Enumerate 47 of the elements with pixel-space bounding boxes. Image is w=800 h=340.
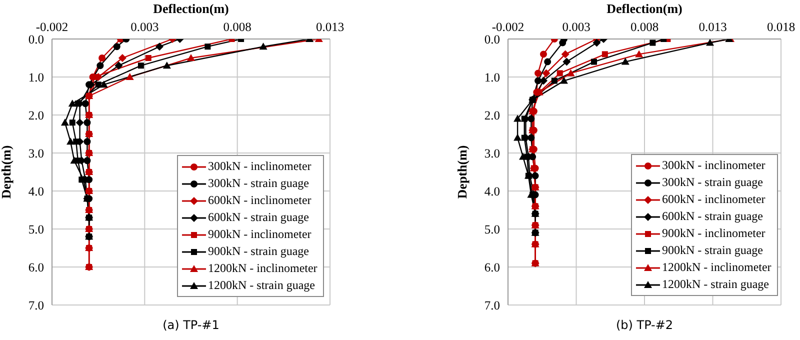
- x-tick-label: -0.002: [492, 20, 524, 34]
- y-tick-label: 7.0: [28, 298, 44, 312]
- y-axis-title: Depth(m): [0, 145, 14, 199]
- y-tick-label: 7.0: [484, 298, 500, 312]
- x-tick-label: 0.008: [630, 20, 659, 34]
- y-tick-label: 4.0: [28, 184, 44, 198]
- x-tick-label: 0.003: [562, 20, 590, 34]
- legend-label: 600kN - strain guage: [662, 208, 763, 225]
- legend-label: 900kN - inclinometer: [662, 225, 766, 242]
- y-tick-label: 6.0: [484, 260, 500, 274]
- y-tick-label: 5.0: [28, 222, 44, 236]
- y-tick-label: 2.0: [28, 108, 44, 122]
- legend-label: 300kN - strain guage: [208, 175, 309, 192]
- legend-label: 1200kN - strain guage: [208, 277, 315, 294]
- legend-label: 900kN - strain guage: [662, 242, 763, 259]
- legend-label: 600kN - strain guage: [208, 209, 309, 226]
- legend-label: 1200kN - inclinometer: [208, 260, 318, 277]
- legend-label: 1200kN - strain guage: [662, 276, 769, 293]
- text: (b) TP-#2: [614, 318, 674, 332]
- x-axis-title: Deflection(m): [606, 1, 682, 16]
- legend-label: 900kN - inclinometer: [208, 226, 312, 243]
- x-tick-label: -0.002: [36, 20, 68, 34]
- y-tick-label: 3.0: [484, 146, 500, 160]
- y-axis-title: Depth(m): [454, 145, 470, 199]
- y-tick-label: 0.0: [484, 32, 500, 46]
- x-tick-label: 0.013: [698, 20, 727, 34]
- y-tick-label: 5.0: [484, 222, 500, 236]
- x-tick-label: 0.018: [766, 20, 796, 34]
- y-tick-label: 1.0: [28, 70, 44, 84]
- legend-label: 900kN - strain guage: [208, 243, 309, 260]
- y-tick-label: 0.0: [28, 32, 44, 46]
- x-tick-label: 0.003: [130, 20, 159, 34]
- legend-label: 300kN - strain guage: [662, 174, 763, 191]
- y-tick-label: 2.0: [484, 108, 500, 122]
- x-tick-label: 0.008: [223, 20, 252, 34]
- y-tick-label: 4.0: [484, 184, 500, 198]
- legend-label: 600kN - inclinometer: [208, 192, 312, 209]
- x-tick-label: 0.013: [316, 20, 344, 34]
- y-tick-label: 6.0: [28, 260, 44, 274]
- y-tick-label: 3.0: [28, 146, 44, 160]
- legend-label: 1200kN - inclinometer: [662, 259, 772, 276]
- x-axis-title: Deflection(m): [153, 1, 229, 16]
- text: (a) TP-#1: [162, 318, 220, 332]
- legend-label: 600kN - inclinometer: [662, 191, 766, 208]
- legend-label: 300kN - inclinometer: [208, 158, 312, 175]
- y-tick-label: 1.0: [484, 70, 500, 84]
- legend-label: 300kN - inclinometer: [662, 157, 766, 174]
